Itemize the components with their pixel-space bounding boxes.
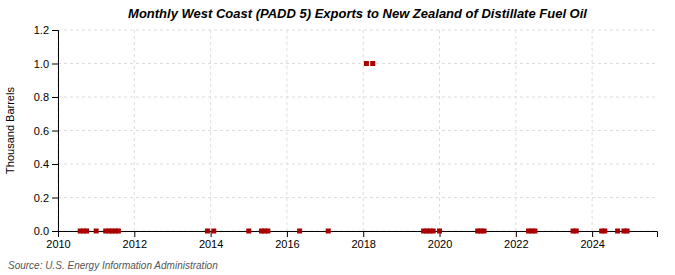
tick-label: 2024 <box>580 238 604 250</box>
tick: 1.0 <box>34 58 58 70</box>
y-axis: 0.0 0.2 0.4 0.6 0.8 1.0 1.2 <box>34 24 59 237</box>
tick-mark <box>52 30 58 31</box>
tick-label: 0.8 <box>34 91 49 103</box>
point <box>326 229 331 234</box>
point <box>84 229 89 234</box>
grid-line-y <box>58 63 657 64</box>
tick: 2020 <box>428 231 452 250</box>
tick: 0.0 <box>34 225 58 237</box>
tick-mark <box>52 164 58 165</box>
point <box>297 229 302 234</box>
tick-mark <box>363 231 364 237</box>
point <box>437 229 442 234</box>
point <box>625 229 630 234</box>
tick: 2024 <box>580 231 604 250</box>
tick-mark <box>52 64 58 65</box>
tick: 0.6 <box>34 125 58 137</box>
point <box>205 229 210 234</box>
tick-label: 2018 <box>351 238 375 250</box>
tick-label: 0.6 <box>34 125 49 137</box>
tick-label: 2020 <box>428 238 452 250</box>
axis-line <box>59 232 658 238</box>
point <box>431 229 436 234</box>
tick-mark <box>52 131 58 132</box>
point <box>532 229 537 234</box>
point <box>211 229 216 234</box>
tick-mark <box>592 231 593 237</box>
grid-line-y <box>58 164 657 165</box>
tick-mark <box>52 198 58 199</box>
tick: 1.2 <box>34 24 58 36</box>
tick: 2010 <box>46 231 70 250</box>
tick: 0.8 <box>34 91 58 103</box>
grid-line-y <box>58 97 657 98</box>
point <box>370 61 375 66</box>
axis-line <box>52 31 59 232</box>
tick-label: 1.2 <box>34 24 49 36</box>
tick-label: 0.4 <box>34 158 49 170</box>
point <box>265 229 270 234</box>
grid-line-x <box>363 30 364 231</box>
point <box>246 229 251 234</box>
tick: 2018 <box>351 231 375 250</box>
grid-line-y <box>58 30 657 31</box>
tick: 2014 <box>199 231 223 250</box>
tick-label: 1.0 <box>34 58 49 70</box>
point <box>574 229 579 234</box>
point <box>364 61 369 66</box>
title: Monthly West Coast (PADD 5) Exports to N… <box>128 6 587 21</box>
tick-label: 0.0 <box>34 225 49 237</box>
tick: 2012 <box>123 231 147 250</box>
grid-line-x <box>439 30 440 231</box>
point <box>482 229 487 234</box>
tick-mark <box>134 231 135 237</box>
point <box>615 229 620 234</box>
grid-line-y <box>58 130 657 131</box>
x-axis: 2010 2012 2014 2016 2018 2020 2022 2024 <box>46 231 657 250</box>
tick-label: 2022 <box>504 238 528 250</box>
chart: 201020122014201620182020202220240.00.20.… <box>0 0 675 275</box>
tick-mark <box>287 231 288 237</box>
tick-label: 0.2 <box>34 192 49 204</box>
tick-mark <box>52 97 58 98</box>
tick: 0.4 <box>34 158 58 170</box>
grid <box>58 30 657 231</box>
points <box>78 61 630 234</box>
tick-label: 2016 <box>275 238 299 250</box>
point <box>116 229 121 234</box>
source: Source: U.S. Energy Information Administ… <box>8 260 218 271</box>
tick-label: 2010 <box>46 238 70 250</box>
plot-area: 201020122014201620182020202220240.00.20.… <box>34 24 658 250</box>
tick-mark <box>52 231 58 232</box>
point <box>602 229 607 234</box>
tick: 2016 <box>275 231 299 250</box>
tick-label: 2014 <box>199 238 223 250</box>
tick: 0.2 <box>34 192 58 204</box>
tick: 2022 <box>504 231 528 250</box>
axis-title: Thousand Barrels <box>4 87 16 174</box>
grid-line-x <box>134 30 135 231</box>
grid-line-y <box>58 197 657 198</box>
tick-label: 2012 <box>123 238 147 250</box>
point <box>94 229 99 234</box>
tick-mark <box>516 231 517 237</box>
